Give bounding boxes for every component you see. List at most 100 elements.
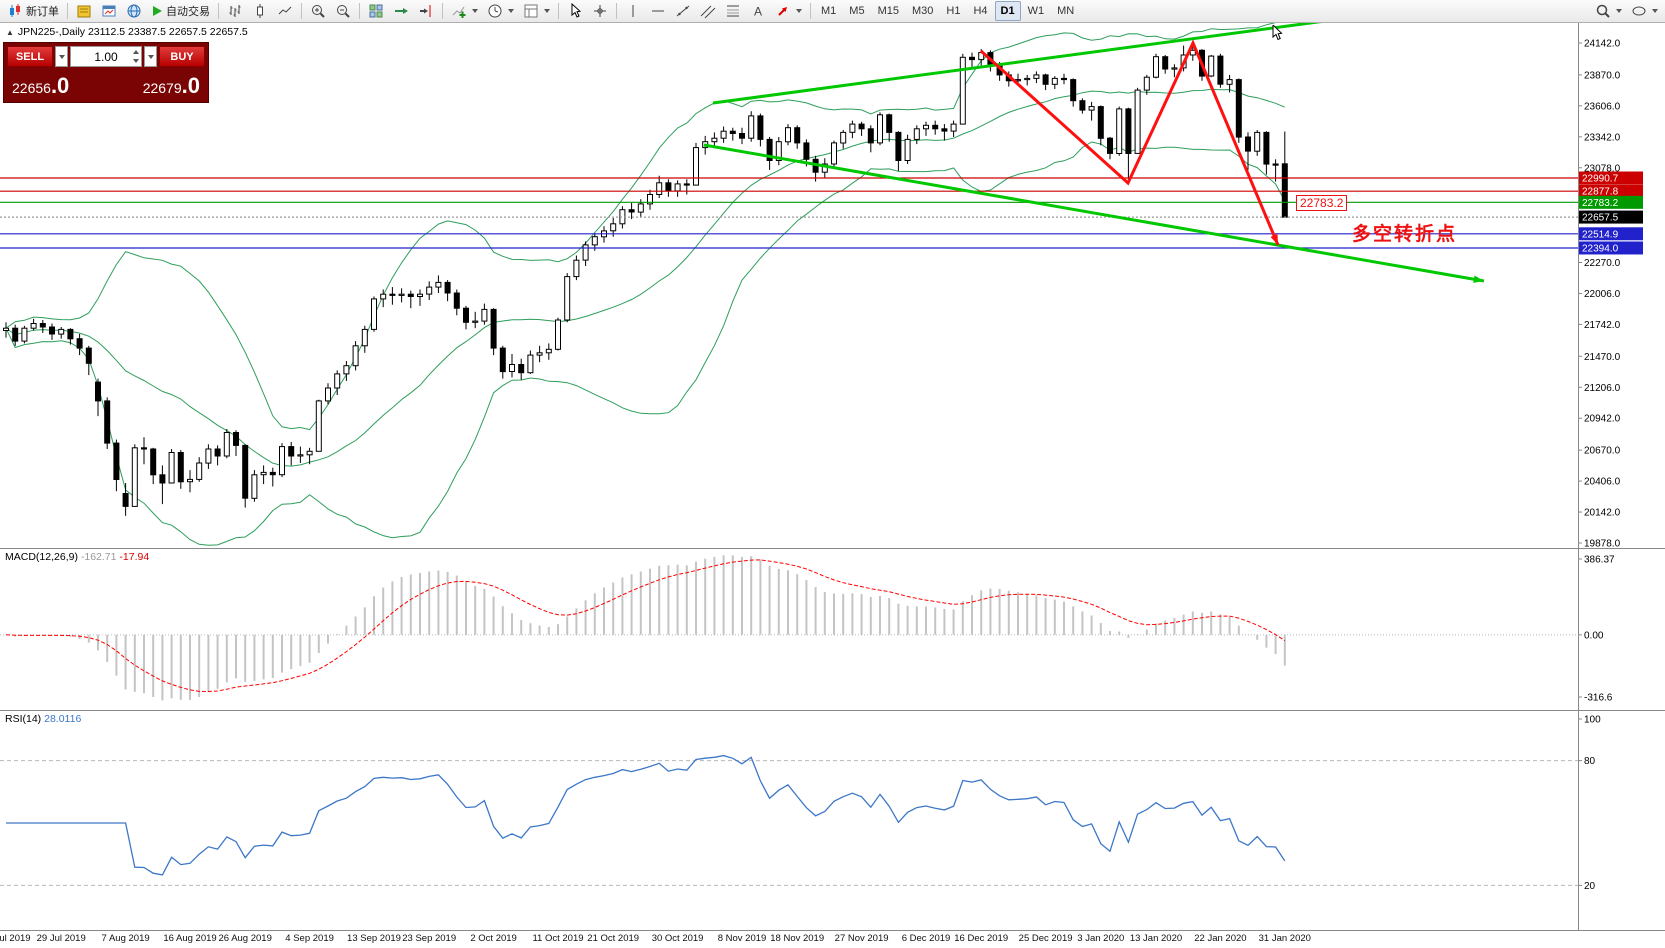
new-order-icon bbox=[7, 3, 23, 19]
price-axis[interactable]: 24142.0 23870.0 23606.0 23342.0 23078.0 22270… bbox=[1578, 23, 1643, 550]
horizontal-line-button[interactable] bbox=[646, 1, 670, 21]
svg-text:-316.6: -316.6 bbox=[1584, 693, 1613, 704]
candle bbox=[1226, 74, 1233, 93]
candle bbox=[1245, 132, 1251, 170]
channel-icon bbox=[700, 3, 716, 19]
spinner-down-icon bbox=[132, 59, 139, 63]
web-terminal-button[interactable] bbox=[122, 1, 146, 21]
candle bbox=[1070, 78, 1077, 107]
symbol-ohlc-text: JPN225-,Daily 23112.5 23387.5 22657.5 22… bbox=[17, 26, 248, 38]
candle bbox=[113, 439, 120, 492]
chart-shift-button[interactable] bbox=[414, 1, 438, 21]
candle bbox=[720, 126, 727, 143]
vertical-line-button[interactable] bbox=[621, 1, 645, 21]
main-chart-panel[interactable]: 24142.0 23870.0 23606.0 23342.0 23078.0 22270… bbox=[0, 13, 1665, 550]
charts-window-button[interactable] bbox=[97, 1, 121, 21]
object-list-button[interactable] bbox=[1627, 1, 1662, 21]
chart-ohlc-info: ▲ JPN225-,Daily 23112.5 23387.5 22657.5 … bbox=[6, 26, 248, 38]
volume-spinner[interactable] bbox=[131, 48, 140, 65]
candlestick-chart-type-button[interactable] bbox=[248, 1, 272, 21]
bars-icon bbox=[227, 3, 243, 19]
candle bbox=[628, 202, 635, 220]
time-axis-label: 18 Nov 2019 bbox=[770, 933, 825, 944]
time-axis-label: 21 Oct 2019 bbox=[587, 933, 640, 944]
timeframe-m30[interactable]: M30 bbox=[911, 5, 934, 17]
autotrading-button[interactable]: 自动交易 bbox=[147, 1, 214, 21]
bar-chart-type-button[interactable] bbox=[223, 1, 247, 21]
candle bbox=[306, 447, 313, 465]
candle bbox=[49, 323, 55, 340]
candle bbox=[739, 127, 745, 145]
candle bbox=[941, 124, 948, 141]
time-axis-label: 3 Jan 2020 bbox=[1077, 933, 1125, 944]
timeframe-m5[interactable]: M5 bbox=[849, 5, 865, 17]
time-axis-label: 29 Jul 2019 bbox=[36, 933, 86, 944]
zoom-in-button[interactable] bbox=[306, 1, 330, 21]
trendline-button[interactable] bbox=[671, 1, 695, 21]
candle bbox=[1051, 76, 1058, 89]
timeframe-h1[interactable]: H1 bbox=[946, 5, 961, 17]
buy-dropdown[interactable] bbox=[144, 46, 157, 67]
candle bbox=[518, 358, 525, 380]
price-chart[interactable]: 24142.0 23870.0 23606.0 23342.0 23078.0 22270… bbox=[0, 13, 1665, 550]
auto-scroll-button[interactable] bbox=[389, 1, 413, 21]
time-axis[interactable]: 19 Jul 2019 29 Jul 2019 7 Aug 2019 16 Aug 2… bbox=[0, 931, 1665, 947]
cursor-button[interactable] bbox=[563, 1, 587, 21]
candle bbox=[426, 281, 433, 300]
candle bbox=[1281, 131, 1288, 218]
top-toolbar: 新订单 自动交易 A M1 M5 M15 M30 H1 H4 D1 W1 MN bbox=[0, 0, 1665, 23]
sell-dropdown[interactable] bbox=[55, 46, 68, 67]
candle bbox=[1153, 53, 1159, 79]
candle bbox=[177, 450, 184, 489]
spinner-up-icon bbox=[132, 50, 139, 54]
cursor-icon bbox=[567, 3, 583, 19]
fibonacci-button[interactable] bbox=[721, 1, 745, 21]
templates-button[interactable] bbox=[519, 1, 554, 21]
text-label-button[interactable]: A bbox=[746, 1, 770, 21]
journal-icon bbox=[76, 3, 92, 19]
search-symbol-button[interactable] bbox=[1591, 1, 1626, 21]
zoom-out-icon bbox=[335, 3, 351, 19]
zoom-out-button[interactable] bbox=[331, 1, 355, 21]
svg-text:22270.0: 22270.0 bbox=[1584, 258, 1621, 269]
crosshair-button[interactable] bbox=[588, 1, 612, 21]
candle bbox=[950, 120, 957, 137]
new-order-button[interactable]: 新订单 bbox=[3, 1, 63, 21]
timeframe-mn[interactable]: MN bbox=[1057, 5, 1075, 17]
play-icon bbox=[151, 5, 163, 17]
timeframe-m15[interactable]: M15 bbox=[877, 5, 899, 17]
timeframe-m1[interactable]: M1 bbox=[821, 5, 837, 17]
candle bbox=[214, 445, 221, 466]
candle bbox=[1143, 74, 1150, 95]
periods-button[interactable] bbox=[483, 1, 518, 21]
rsi-panel[interactable]: 100 80 20 RSI(14) 28.0116 bbox=[0, 711, 1665, 931]
candle bbox=[39, 320, 46, 333]
indicators-button[interactable] bbox=[447, 1, 482, 21]
candle bbox=[159, 465, 166, 505]
toolbar-separator bbox=[558, 3, 559, 19]
journal-button[interactable] bbox=[72, 1, 96, 21]
text-icon: A bbox=[750, 3, 766, 19]
channel-button[interactable] bbox=[696, 1, 720, 21]
price-callout-label[interactable]: 22783.2 bbox=[1296, 195, 1348, 211]
macd-panel[interactable]: 386.37 0.00 -316.6 MACD(12,26,9) -162.71 -… bbox=[0, 549, 1665, 711]
volume-input[interactable] bbox=[71, 49, 141, 64]
arrows-button[interactable] bbox=[771, 1, 806, 21]
candle bbox=[748, 111, 755, 142]
candle bbox=[877, 112, 883, 146]
time-axis-label: 4 Sep 2019 bbox=[285, 933, 334, 944]
candle bbox=[288, 441, 295, 466]
buy-button[interactable]: BUY bbox=[159, 46, 205, 67]
svg-text:20142.0: 20142.0 bbox=[1584, 508, 1621, 519]
candle bbox=[95, 378, 101, 417]
rsi-chart[interactable]: 100 80 20 bbox=[0, 711, 1665, 930]
timeframe-h4[interactable]: H4 bbox=[973, 5, 988, 17]
time-axis-label: 31 Jan 2020 bbox=[1258, 933, 1311, 944]
volume-stepper[interactable] bbox=[70, 46, 142, 67]
tile-windows-button[interactable] bbox=[364, 1, 388, 21]
sell-button[interactable]: SELL bbox=[7, 46, 53, 67]
timeframe-d1[interactable]: D1 bbox=[994, 1, 1021, 21]
timeframe-w1[interactable]: W1 bbox=[1027, 5, 1045, 17]
macd-chart[interactable]: 386.37 0.00 -316.6 bbox=[0, 549, 1665, 710]
line-chart-type-button[interactable] bbox=[273, 1, 297, 21]
